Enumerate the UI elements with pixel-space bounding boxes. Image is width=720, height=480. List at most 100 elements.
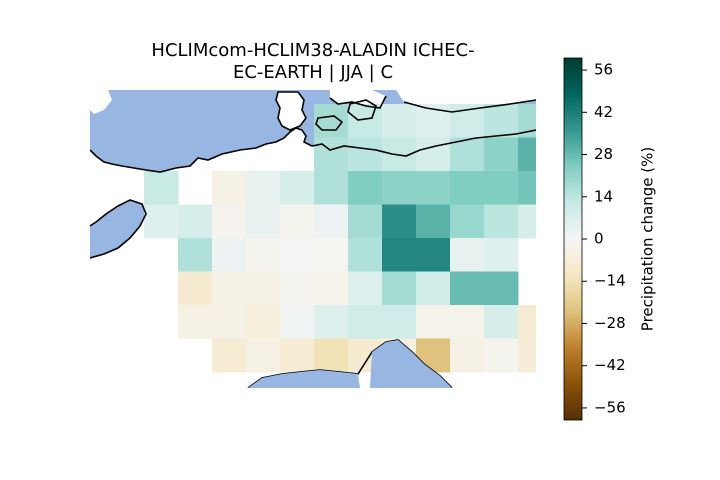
- grid-cell: [212, 271, 247, 306]
- grid-cell: [348, 171, 383, 205]
- grid-cell: [450, 204, 485, 239]
- grid-cell: [416, 171, 451, 205]
- grid-cell: [348, 271, 383, 306]
- grid-cell: [314, 137, 349, 172]
- grid-cell: [518, 137, 536, 172]
- grid-cell: [484, 338, 519, 373]
- precipitation-grid: [144, 104, 536, 373]
- coastline-sweden: [329, 95, 387, 109]
- grid-cell: [212, 204, 247, 239]
- chart-title: HCLIMcom-HCLIM38-ALADIN ICHEC- EC-EARTH …: [90, 40, 536, 84]
- coastline-island-2: [347, 99, 377, 121]
- grid-cell: [382, 104, 417, 138]
- grid-cell: [416, 238, 451, 272]
- colorbar-tick-label: −42: [594, 356, 626, 374]
- grid-cell: [416, 204, 451, 239]
- coastline-west: [90, 199, 147, 259]
- grid-cell: [144, 204, 179, 239]
- grid-cell: [518, 104, 536, 138]
- grid-cell: [484, 204, 519, 239]
- colorbar: −56 −42 −28 −14 0 14 28 42 56 Precipitation chan…: [563, 57, 657, 421]
- grid-cell: [382, 238, 417, 272]
- grid-cell: [212, 305, 247, 339]
- grid-cell: [246, 204, 281, 239]
- grid-cell: [280, 305, 315, 339]
- grid-cell: [212, 338, 247, 373]
- grid-cell: [382, 171, 417, 205]
- grid-cell: [450, 171, 485, 205]
- colorbar-tick-label: −14: [594, 272, 626, 290]
- colorbar-tick-label: 28: [594, 145, 613, 163]
- grid-cell: [484, 104, 519, 138]
- sea-adriatic: [370, 340, 452, 388]
- grid-cell: [178, 305, 213, 339]
- grid-cell: [348, 104, 383, 138]
- grid-cell: [212, 238, 247, 272]
- grid-cell: [246, 305, 281, 339]
- grid-cell: [280, 338, 315, 373]
- grid-cell: [382, 204, 417, 239]
- grid-cell: [178, 238, 213, 272]
- grid-cell: [484, 137, 519, 172]
- grid-cell: [348, 137, 383, 172]
- grid-cell: [246, 238, 281, 272]
- grid-cell: [314, 171, 349, 205]
- grid-cell: [416, 271, 451, 306]
- grid-cell: [348, 238, 383, 272]
- grid-cell: [280, 171, 315, 205]
- colorbar-tick-label: 42: [594, 103, 613, 121]
- colorbar-ticks: −56 −42 −28 −14 0 14 28 42 56: [582, 61, 626, 416]
- grid-cell: [246, 171, 281, 205]
- coastline-denmark: [275, 91, 307, 131]
- coastline-baltic: [403, 99, 536, 113]
- grid-cell: [484, 305, 519, 339]
- grid-cell: [416, 137, 451, 172]
- grid-cell: [212, 171, 247, 205]
- grid-cell: [246, 271, 281, 306]
- grid-cell: [450, 137, 485, 172]
- coastline-island-1: [315, 115, 344, 131]
- chart-title-line-1: HCLIMcom-HCLIM38-ALADIN ICHEC-: [151, 40, 475, 61]
- grid-cell: [348, 204, 383, 239]
- grid-cell: [518, 204, 536, 239]
- map-panel: [90, 90, 536, 388]
- grid-cell: [484, 171, 519, 205]
- colorbar-gradient: [563, 57, 583, 421]
- grid-cell: [484, 238, 519, 272]
- grid-cell: [450, 238, 485, 272]
- grid-cell: [314, 104, 349, 138]
- sea-ligurian: [248, 370, 360, 388]
- grid-cell: [144, 171, 179, 205]
- grid-cell: [416, 305, 451, 339]
- grid-cell: [450, 305, 485, 339]
- colorbar-tick-label: −28: [594, 314, 626, 332]
- colorbar-tick-label: 14: [594, 187, 613, 205]
- grid-cell: [484, 271, 519, 306]
- grid-cell: [314, 204, 349, 239]
- grid-cell: [178, 271, 213, 306]
- grid-cell: [450, 338, 485, 373]
- grid-cell: [314, 305, 349, 339]
- grid-cell: [382, 305, 417, 339]
- colorbar-label: Precipitation change (%): [639, 147, 657, 331]
- grid-cell: [178, 204, 213, 239]
- grid-cell: [382, 271, 417, 306]
- grid-cell: [450, 271, 485, 306]
- grid-cell: [518, 305, 536, 339]
- grid-cell: [280, 238, 315, 272]
- land-denmark: [276, 92, 306, 130]
- chart-title-line-2: EC-EARTH | JJA | C: [232, 62, 394, 83]
- colorbar-tick-label: 0: [594, 230, 604, 248]
- colorbar-tick-label: −56: [594, 398, 626, 416]
- colorbar-tick-label: 56: [594, 61, 613, 79]
- land-uk-tip: [90, 90, 112, 114]
- grid-cell: [518, 171, 536, 205]
- grid-cell: [246, 338, 281, 373]
- grid-cell: [518, 338, 536, 373]
- southern-seas: [248, 340, 452, 388]
- coastline-north: [90, 127, 536, 173]
- grid-cell: [314, 271, 349, 306]
- grid-cell: [314, 338, 349, 373]
- grid-cell: [280, 204, 315, 239]
